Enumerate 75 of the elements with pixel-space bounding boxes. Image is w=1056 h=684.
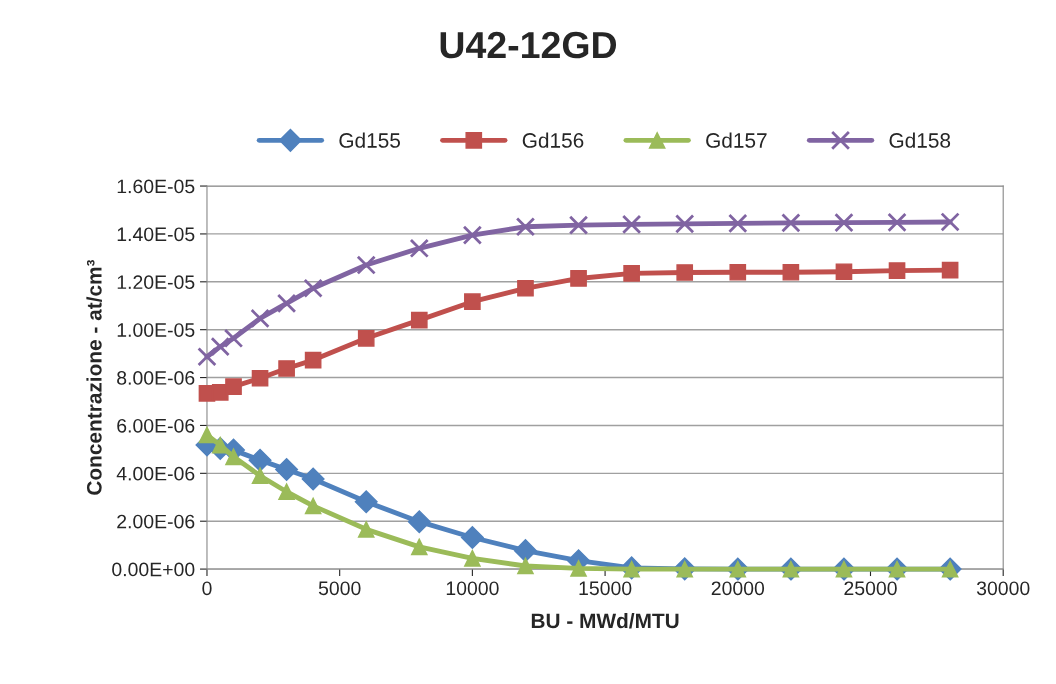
point [515,217,536,237]
point [568,215,589,235]
y-tick-label: 2.00E-06 [117,514,195,529]
legend-label: Gd158 [889,132,951,148]
point [356,255,376,275]
point [460,525,484,549]
point [250,308,270,329]
point [248,448,272,472]
y-tick-label: 1.40E-05 [117,227,195,242]
x-tick-label: 5000 [318,581,361,596]
point [513,539,537,563]
point [357,521,375,538]
point [276,293,297,314]
y-tick-label: 4.00E-06 [116,466,195,481]
point [621,214,642,235]
point [941,261,959,279]
y-tick-label: 1.60E-05 [117,179,195,194]
x-tick-label: 15000 [579,581,632,596]
point [304,497,322,515]
point [223,328,244,349]
point [728,213,748,234]
point [674,214,695,234]
point [225,448,242,466]
point [835,263,853,281]
x-tick-label: 0 [202,581,212,596]
point [210,336,230,357]
y-tick-label: 1.00E-05 [117,323,195,337]
point [304,351,322,369]
point [570,560,587,577]
y-axis-title: Concentrazione - at/cm³ [86,259,102,495]
x-tick-label: 20000 [711,581,765,596]
point [940,212,960,232]
point [211,436,229,454]
point [278,483,295,501]
point [410,538,428,556]
point [676,264,694,281]
point [354,490,378,514]
point [251,369,269,387]
legend-label: Gd157 [706,132,767,148]
point [462,225,483,245]
y-tick-label: 1.20E-05 [117,275,195,290]
y-tick-label: 0.00E+00 [112,562,195,577]
point [407,510,431,534]
point [251,467,269,485]
x-tick-label: 25000 [844,581,897,596]
y-tick-label: 8.00E-06 [117,371,195,385]
point [888,262,906,279]
legend-label: Gd155 [339,132,401,148]
point [198,426,216,444]
legend-label: Gd156 [522,132,584,148]
point [357,329,375,347]
x-axis-title: BU - MWd/MTU [531,612,679,629]
point [464,549,481,567]
point [782,263,800,281]
point [197,347,217,367]
point [225,378,242,395]
point [517,279,534,297]
point [275,457,299,481]
point [301,467,325,491]
y-tick-label: 6.00E-06 [117,418,195,433]
point [729,263,747,281]
point [781,213,801,233]
x-tick-label: 30000 [976,581,1030,596]
point [887,212,907,233]
point [303,278,323,298]
point [834,212,854,233]
chart-title: U42-12GD [440,31,617,59]
point [517,557,534,575]
point [409,238,430,259]
point [410,311,428,329]
x-tick-label: 10000 [446,581,499,596]
point [464,293,481,311]
point [278,360,295,377]
point [623,265,640,282]
point [570,270,587,287]
